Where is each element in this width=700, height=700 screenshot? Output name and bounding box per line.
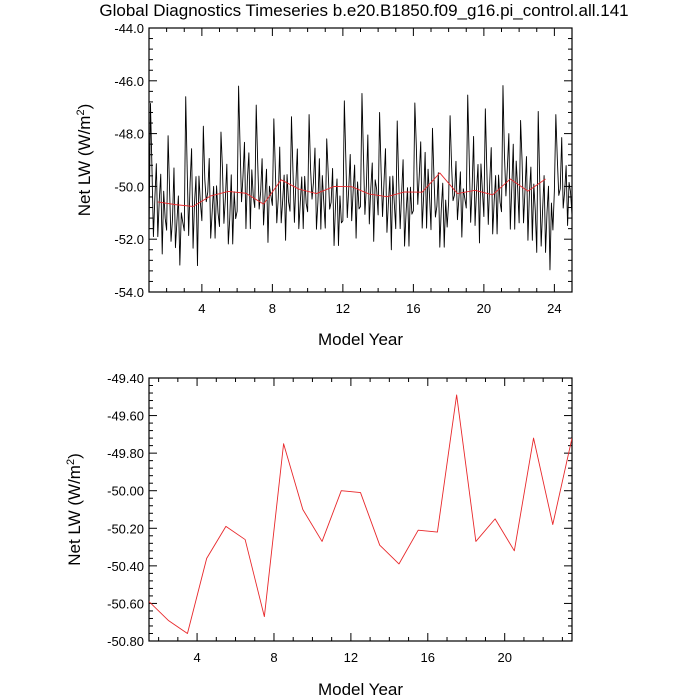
top-series-annual-mean [157,172,546,207]
bottom-ytick-label: -49.60 [107,409,144,424]
top-ytick-label: -52.0 [114,232,144,247]
top-ytick-label: -48.0 [114,127,144,142]
top-yaxis-label: Net LW (W/m2) [75,104,94,217]
bottom-xtick-label: 16 [421,650,435,665]
top-ytick-label: -44.0 [114,21,144,36]
top-xtick-label: 24 [547,301,561,316]
top-xtick-label: 8 [269,301,276,316]
bottom-yaxis-label: Net LW (W/m2) [65,453,84,566]
bottom-ytick-label: -49.80 [107,446,144,461]
bottom-xtick-label: 4 [193,650,200,665]
bottom-xaxis-label: Model Year [318,680,403,699]
bottom-ytick-label: -50.40 [107,559,144,574]
top-plot-area [149,85,572,271]
bottom-chart: -50.80 -50.60 -50.40 -50.20 -50.00 -49.80 -49.… [65,371,573,699]
bottom-plot-area [149,394,572,634]
bottom-ytick-label: -49.40 [107,371,144,386]
top-ytick-label: -46.0 [114,74,144,89]
top-plot-frame [148,27,573,293]
bottom-xtick-label: 12 [344,650,358,665]
figure-title: Global Diagnostics Timeseries b.e20.B185… [99,1,628,20]
bottom-xtick-label: 20 [497,650,511,665]
top-chart: -54.0 -52.0 -50.0 -48.0 -46.0 -44.0 4 8 12 16 20 24… [75,21,573,349]
top-xtick-label: 4 [198,301,205,316]
top-xtick-label: 20 [477,301,491,316]
top-xtick-label: 12 [336,301,350,316]
top-xtick-label: 16 [406,301,420,316]
bottom-ytick-label: -50.20 [107,521,144,536]
top-xaxis-label: Model Year [318,330,403,349]
top-series-monthly [149,85,572,271]
bottom-xtick-label: 8 [270,650,277,665]
top-ytick-label: -50.0 [114,179,144,194]
bottom-ytick-label: -50.80 [107,634,144,649]
bottom-ytick-label: -50.00 [107,484,144,499]
bottom-ytick-label: -50.60 [107,596,144,611]
bottom-plot-frame [148,377,573,642]
top-ytick-label: -54.0 [114,285,144,300]
bottom-series-annual-mean [149,394,572,634]
